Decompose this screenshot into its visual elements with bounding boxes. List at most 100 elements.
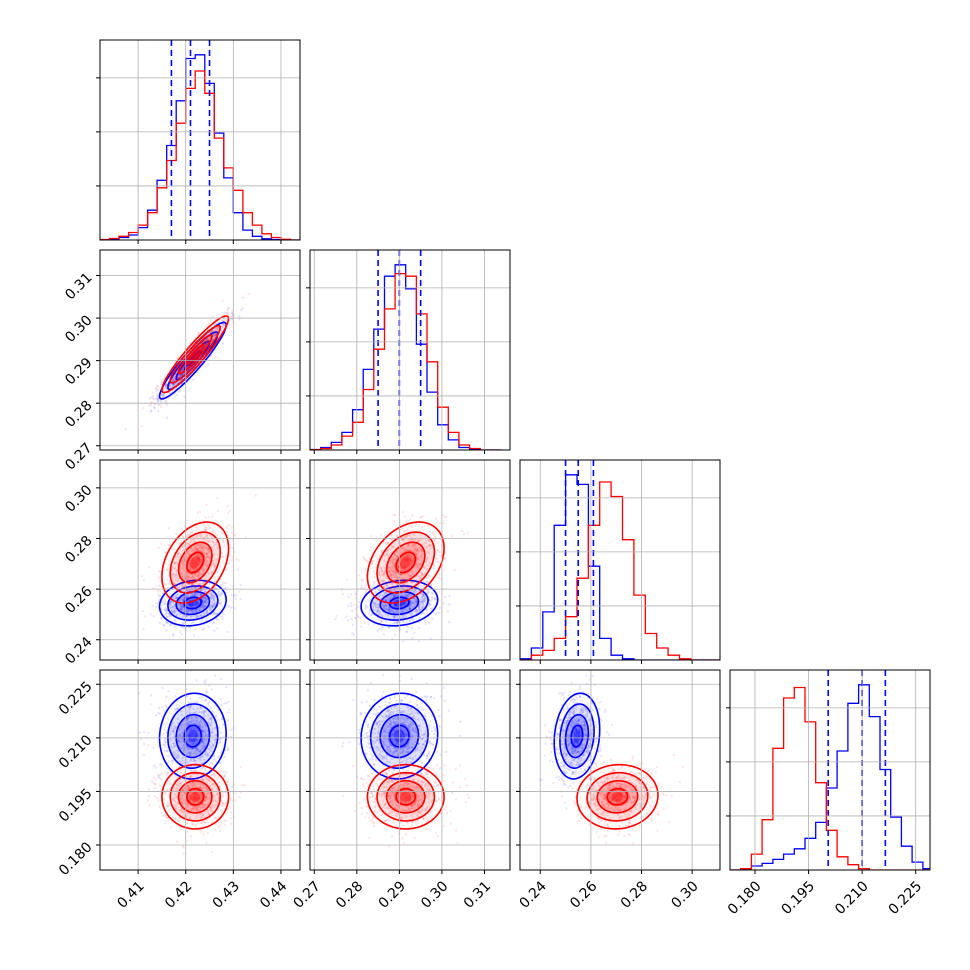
sample-point [396,598,400,601]
sample-point [218,726,221,729]
sample-point [219,592,223,595]
sample-point [392,594,396,597]
sample-point [181,599,185,602]
sample-point [347,604,350,607]
sample-point [393,576,396,579]
sample-point [411,560,414,564]
sample-point [389,608,392,611]
sample-point [210,605,214,608]
sample-point [195,548,198,551]
sample-point [194,608,197,611]
sample-point [166,614,169,618]
sample-point [190,561,194,564]
sample-point [186,595,190,598]
sample-point [190,566,194,569]
sample-point [202,606,205,610]
sample-point [180,607,183,611]
sample-point [421,530,425,533]
sample-point [192,567,196,570]
sample-point [404,601,407,604]
sample-point [173,620,177,623]
sample-point [194,609,197,613]
sample-point [186,610,189,613]
sample-point [196,574,199,577]
sample-point [411,543,414,547]
sample-point [202,604,205,607]
sample-point [427,538,431,541]
sample-point [199,614,203,617]
sample-point [194,563,198,566]
sample-point [183,557,186,560]
sample-point [386,553,389,556]
sample-point [192,575,195,578]
sample-point [374,602,377,605]
sample-point [164,385,167,388]
sample-point [149,404,153,407]
sample-point [202,581,206,584]
sample-point [185,570,189,574]
sample-point [154,387,158,390]
sample-point [406,554,409,557]
sample-point [212,596,215,599]
sample-point [387,585,390,588]
sample-point [175,570,179,573]
sample-point [192,719,195,722]
sample-point [163,552,167,555]
sample-point [386,598,390,601]
sample-point [401,598,405,601]
sample-point [360,579,364,582]
sample-point [222,770,226,773]
sample-point [164,600,167,603]
sample-point [392,594,396,598]
sample-point [395,534,399,538]
sample-point [164,384,167,387]
sample-point [410,612,413,615]
sample-point [417,546,421,550]
sample-point [409,524,412,528]
sample-point [423,596,427,599]
sample-point [407,543,411,546]
contour-line [169,531,222,594]
sample-point [219,600,222,603]
sample-point [409,574,413,578]
sample-point [387,567,390,570]
sample-point [153,397,156,401]
sample-point [408,593,411,596]
sample-point [178,603,182,606]
sample-point [171,633,175,636]
sample-point [357,574,361,577]
sample-point [171,379,175,382]
sample-point [187,578,190,581]
sample-point [386,552,389,555]
sample-point [151,604,154,608]
sample-point [375,560,378,563]
sample-point [208,582,211,586]
sample-point [183,608,186,612]
sample-point [168,615,171,618]
sample-point [427,591,431,594]
sample-point [384,607,387,610]
sample-point [438,572,441,575]
sample-point [444,556,447,560]
sample-point [208,747,211,751]
sample-point [172,633,175,637]
sample-point [202,613,206,617]
sample-point [156,397,159,400]
sample-point [174,618,177,621]
sample-point [391,609,394,612]
sample-point [395,605,398,608]
sample-point [425,581,429,584]
sample-point [392,593,396,596]
sample-point [383,555,386,558]
sample-point [209,706,212,709]
sample-point [417,605,420,609]
sample-point [423,596,427,600]
sample-point [188,605,191,608]
sample-point [389,574,393,577]
sample-point [204,529,208,532]
sample-point [197,331,200,335]
sample-point [221,323,224,326]
sample-point [410,562,413,565]
sample-point [155,602,158,605]
sample-point [186,574,189,578]
